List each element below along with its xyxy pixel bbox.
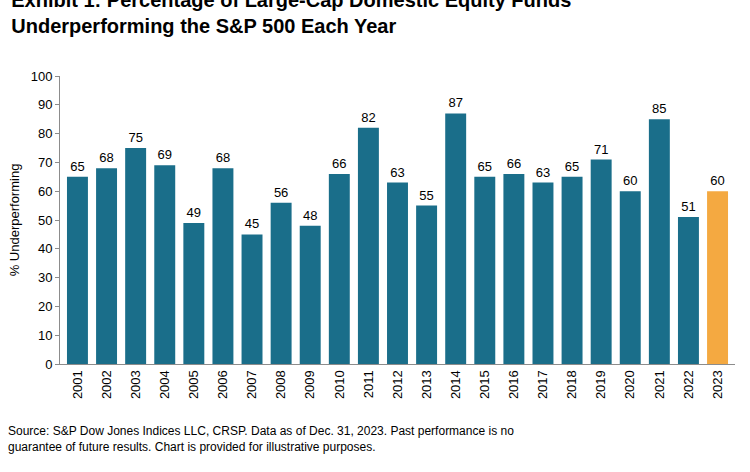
svg-text:2005: 2005 — [186, 370, 201, 399]
svg-text:66: 66 — [332, 156, 346, 171]
svg-text:% Underperforming: % Underperforming — [7, 164, 22, 277]
svg-text:60: 60 — [710, 173, 724, 188]
svg-text:68: 68 — [216, 150, 230, 165]
svg-text:65: 65 — [565, 159, 579, 174]
svg-text:82: 82 — [361, 110, 375, 125]
svg-text:70: 70 — [38, 155, 52, 170]
svg-text:60: 60 — [623, 173, 637, 188]
svg-text:0: 0 — [45, 357, 52, 372]
svg-text:2010: 2010 — [332, 370, 347, 399]
svg-text:2011: 2011 — [361, 370, 376, 398]
svg-text:2001: 2001 — [70, 370, 85, 399]
svg-text:69: 69 — [158, 147, 172, 162]
svg-text:2004: 2004 — [157, 370, 172, 399]
svg-text:10: 10 — [38, 328, 52, 343]
svg-text:55: 55 — [419, 188, 433, 203]
svg-text:56: 56 — [274, 185, 288, 200]
svg-text:2015: 2015 — [477, 370, 492, 399]
svg-text:100: 100 — [31, 69, 53, 84]
svg-text:2012: 2012 — [390, 370, 405, 399]
svg-text:2016: 2016 — [506, 370, 521, 399]
svg-text:2008: 2008 — [273, 370, 288, 399]
svg-text:2009: 2009 — [302, 370, 317, 399]
svg-text:2006: 2006 — [215, 370, 230, 399]
svg-text:48: 48 — [303, 208, 317, 223]
svg-text:68: 68 — [99, 150, 113, 165]
svg-text:2017: 2017 — [535, 370, 550, 399]
svg-text:49: 49 — [187, 205, 201, 220]
svg-text:63: 63 — [536, 165, 550, 180]
svg-text:2023: 2023 — [710, 370, 725, 399]
svg-text:45: 45 — [245, 216, 259, 231]
svg-text:2019: 2019 — [593, 370, 608, 399]
svg-text:51: 51 — [681, 199, 695, 214]
svg-text:80: 80 — [38, 126, 52, 141]
svg-text:40: 40 — [38, 241, 52, 256]
svg-text:65: 65 — [70, 159, 84, 174]
svg-text:90: 90 — [38, 97, 52, 112]
svg-text:30: 30 — [38, 270, 52, 285]
svg-text:2018: 2018 — [564, 370, 579, 399]
svg-text:63: 63 — [390, 165, 404, 180]
svg-text:2003: 2003 — [128, 370, 143, 399]
svg-text:2007: 2007 — [244, 370, 259, 399]
svg-text:2002: 2002 — [99, 370, 114, 399]
svg-text:20: 20 — [38, 299, 52, 314]
svg-text:50: 50 — [38, 213, 52, 228]
svg-text:85: 85 — [652, 101, 666, 116]
svg-text:2020: 2020 — [622, 370, 637, 399]
svg-text:87: 87 — [448, 95, 462, 110]
svg-text:60: 60 — [38, 184, 52, 199]
svg-text:75: 75 — [128, 130, 142, 145]
svg-text:2022: 2022 — [681, 370, 696, 399]
svg-text:Exhibit 1: Percentage of Large: Exhibit 1: Percentage of Large-Cap Domes… — [11, 0, 571, 37]
svg-text:71: 71 — [594, 142, 608, 157]
svg-text:2021: 2021 — [652, 370, 667, 399]
svg-text:65: 65 — [478, 159, 492, 174]
svg-text:66: 66 — [507, 156, 521, 171]
svg-text:Source: S&P Dow Jones Indices: Source: S&P Dow Jones Indices LLC, CRSP.… — [8, 424, 514, 454]
svg-text:2013: 2013 — [419, 370, 434, 399]
svg-text:2014: 2014 — [448, 370, 463, 399]
